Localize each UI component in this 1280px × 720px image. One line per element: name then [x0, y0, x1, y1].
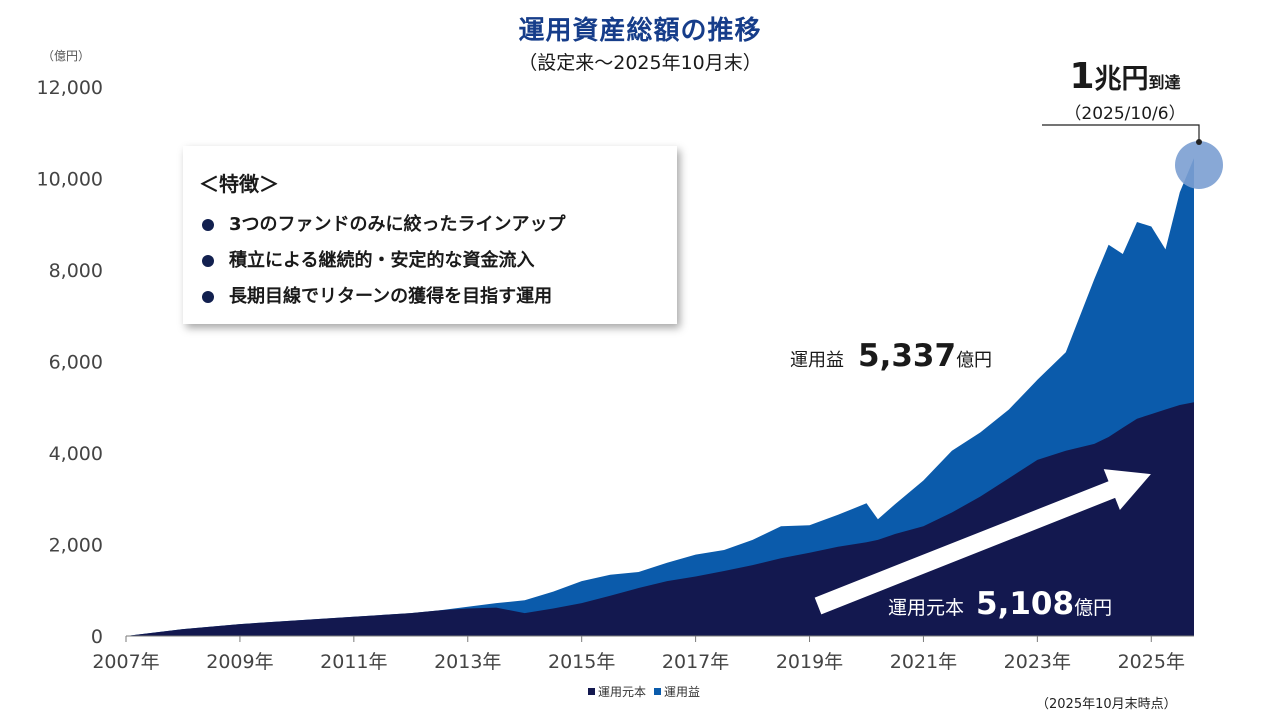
y-tick-label: 6,000	[49, 352, 103, 374]
chart-areas	[126, 158, 1194, 636]
growth-arrow-icon	[814, 469, 1151, 615]
y-axis-unit: （億円）	[42, 49, 91, 63]
x-tick-label: 2019年	[776, 651, 843, 673]
profit-value: 5,337	[858, 338, 957, 374]
x-tick-label: 2009年	[206, 651, 273, 673]
milestone-leader-line	[1042, 124, 1200, 142]
milestone-headline: 1兆円到達	[1069, 56, 1181, 97]
bullet-icon	[202, 255, 214, 267]
feature-item: 積立による継続的・安定的な資金流入	[199, 243, 677, 279]
y-tick-label: 12,000	[37, 77, 103, 99]
bullet-icon	[202, 291, 214, 303]
features-list: 3つのファンドのみに絞ったラインアップ 積立による継続的・安定的な資金流入 長期…	[199, 207, 677, 315]
legend-swatch-principal	[587, 688, 595, 695]
x-tick-label: 2023年	[1004, 651, 1071, 673]
profit-annotation: 運用益 5,337億円	[790, 338, 992, 374]
features-box: ＜特徴＞ 3つのファンドのみに絞ったラインアップ 積立による継続的・安定的な資金…	[183, 146, 677, 324]
x-tick-label: 2025年	[1118, 651, 1185, 673]
x-tick-label: 2011年	[320, 651, 387, 673]
chart-overlay	[814, 124, 1223, 615]
y-tick-label: 4,000	[49, 443, 103, 465]
milestone-circle	[1175, 141, 1223, 189]
profit-label: 運用益	[790, 350, 844, 371]
x-tick-label: 2013年	[434, 651, 501, 673]
principal-annotation: 運用元本 5,108億円	[888, 586, 1112, 622]
milestone-annotation: 1兆円到達 （2025/10/6）	[1045, 56, 1205, 124]
series-area-profit	[126, 158, 1194, 636]
as-of-note: （2025年10月末時点）	[1036, 697, 1177, 712]
feature-item: 長期目線でリターンの獲得を目指す運用	[199, 279, 677, 315]
features-title: ＜特徴＞	[199, 172, 279, 196]
chart-subtitle: （設定来～2025年10月末）	[518, 52, 762, 74]
legend-label-profit: 運用益	[664, 685, 701, 699]
y-tick-label: 8,000	[49, 260, 103, 282]
principal-value: 5,108	[976, 586, 1075, 622]
x-tick-label: 2021年	[890, 651, 957, 673]
legend-swatch-profit	[654, 688, 661, 695]
chart-title: 運用資産総額の推移	[518, 16, 762, 46]
principal-label: 運用元本	[888, 597, 965, 619]
chart-axes: 0 2,000 4,000 6,000 8,000 10,000 12,000 2007年 20…	[37, 77, 1194, 673]
milestone-date: （2025/10/6）	[1064, 104, 1186, 124]
principal-unit: 億円	[1074, 597, 1113, 619]
milestone-leader-dot	[1196, 139, 1202, 145]
series-area-principal	[126, 402, 1194, 636]
profit-unit: 億円	[956, 350, 993, 371]
y-tick-label: 10,000	[37, 169, 103, 191]
x-tick-label: 2007年	[92, 651, 159, 673]
x-tick-label: 2015年	[548, 651, 615, 673]
y-tick-label: 0	[91, 626, 103, 648]
legend-label-principal: 運用元本	[597, 685, 646, 699]
chart-legend: 運用元本 運用益	[0, 683, 1280, 700]
bullet-icon	[202, 219, 214, 231]
feature-item: 3つのファンドのみに絞ったラインアップ	[199, 207, 677, 243]
y-tick-label: 2,000	[49, 535, 103, 557]
x-tick-label: 2017年	[662, 651, 729, 673]
